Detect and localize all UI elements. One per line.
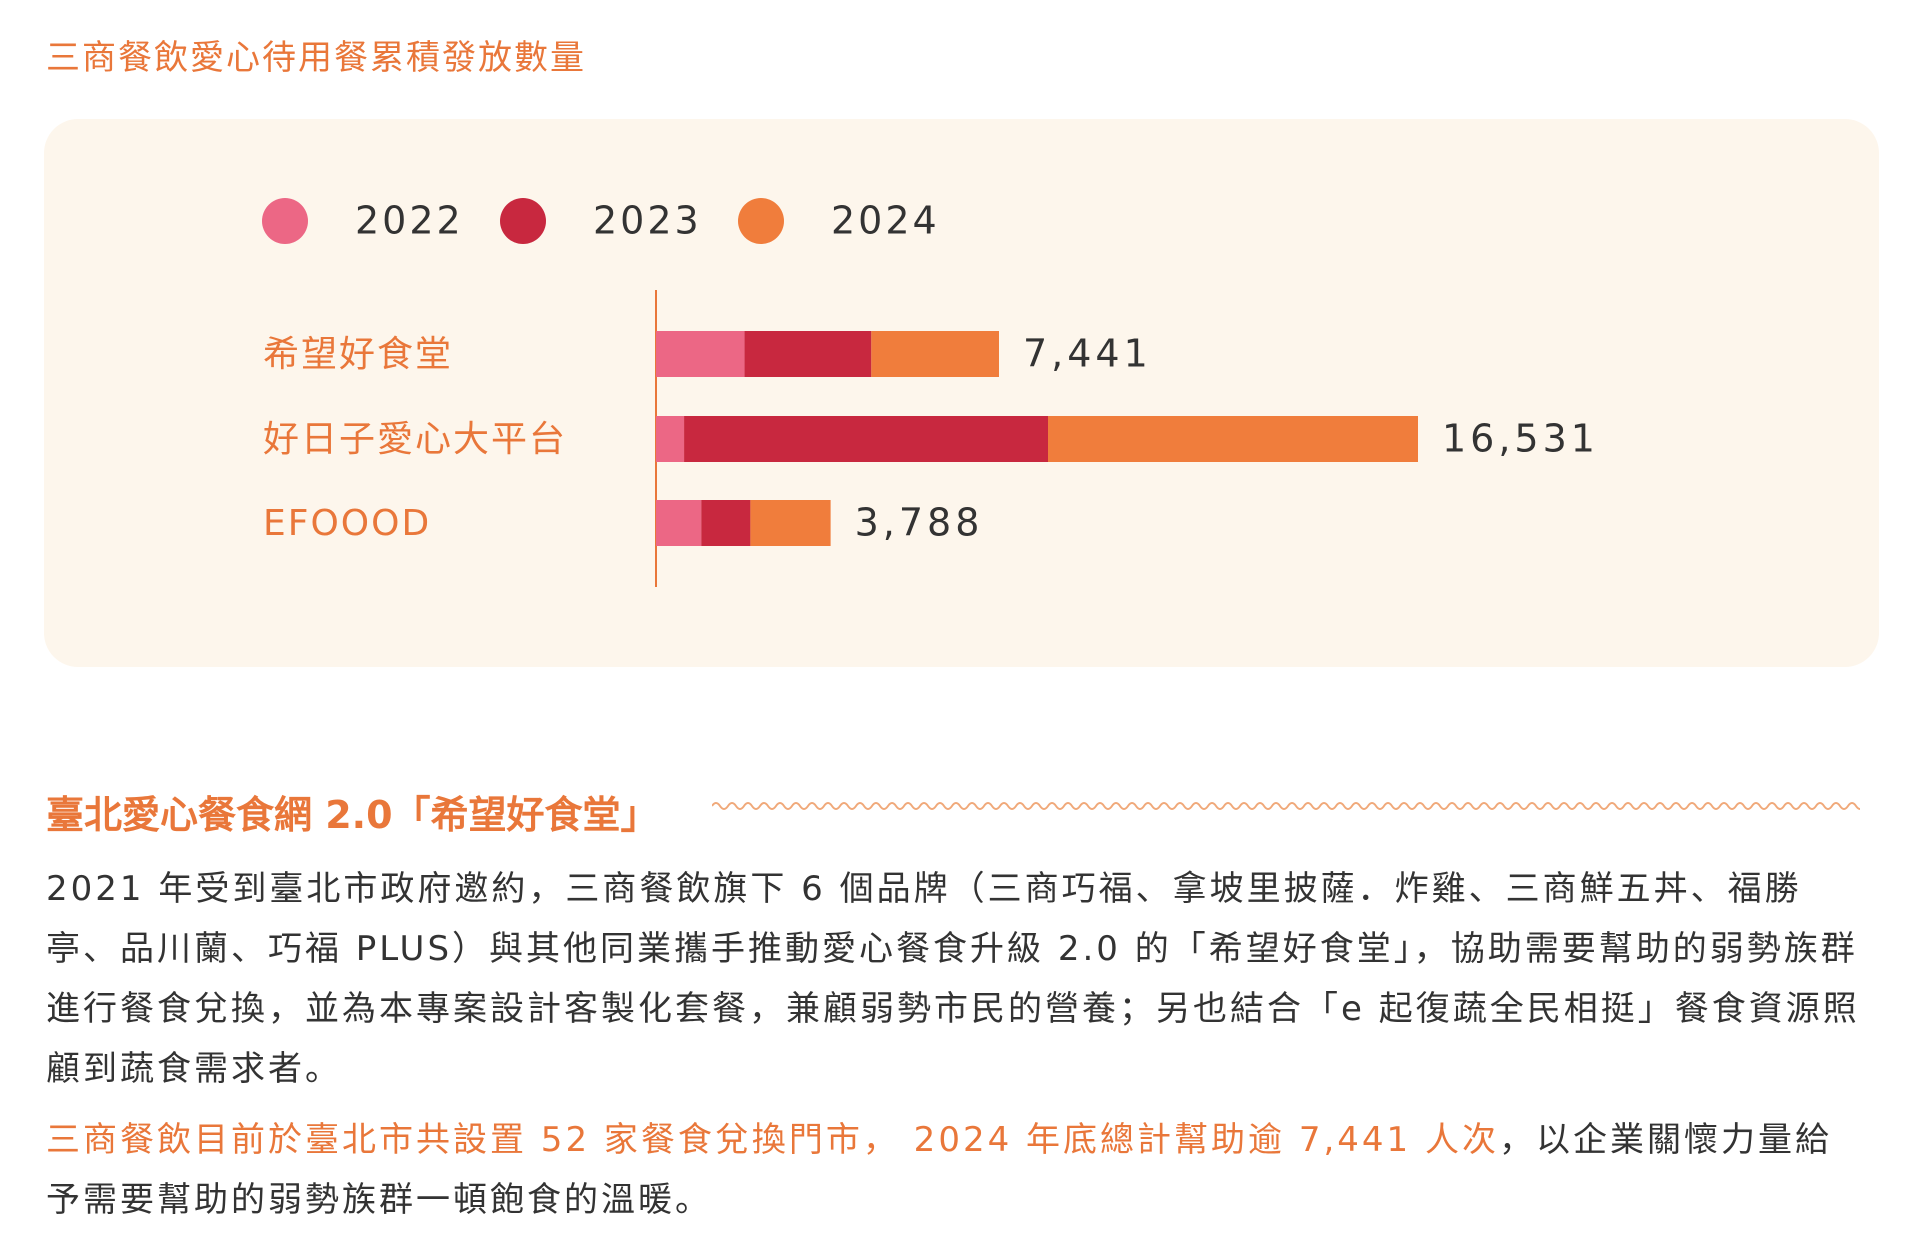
chart-card [44,119,1879,667]
bar-segment [701,500,751,546]
chart-title: 三商餐飲愛心待用餐累積發放數量 [46,38,586,78]
total-label: 16,531 [1442,417,1599,461]
bar-segment [656,331,745,377]
bar-segment [871,331,999,377]
category-label: 希望好食堂 [263,334,453,375]
body-text: ，以企業關懷力量給予需要幫助的弱勢族群一頓飽食的溫暖。 [46,1120,1832,1220]
total-label: 7,441 [1023,332,1152,376]
paragraph: 2021 年受到臺北市政府邀約，三商餐飲旗下 6 個品牌（三商巧福、拿坡里披薩．… [46,869,1860,1089]
category-label: EFOOOD [263,503,431,544]
legend-label: 2022 [355,199,464,243]
highlight-text: 三商餐飲目前於臺北市共設置 52 家餐食兌換門市， 2024 年底總計幫助逾 7… [46,1120,1499,1160]
legend-swatch [738,198,784,244]
bar-segment [750,500,831,546]
bar-segment [1047,416,1418,462]
total-label: 3,788 [855,501,984,545]
wave-decoration [712,802,1860,810]
bar-segment [656,500,702,546]
chart: 2022 2023 2024 希望好食堂 7,441 好日子愛心大平台 16,531 EFOO… [262,198,1599,587]
paragraph: 三商餐飲目前於臺北市共設置 52 家餐食兌換門市， 2024 年底總計幫助逾 7… [46,1110,1864,1230]
legend-swatch [262,198,308,244]
category-label: 好日子愛心大平台 [263,419,567,460]
section-heading: 臺北愛心餐食網 2.0「希望好食堂」 [46,793,659,837]
legend-swatch [500,198,546,244]
bar-segment [684,416,1048,462]
legend-label: 2023 [593,199,702,243]
bar-segment [656,416,685,462]
bar-segment [744,331,872,377]
legend-label: 2024 [831,199,940,243]
